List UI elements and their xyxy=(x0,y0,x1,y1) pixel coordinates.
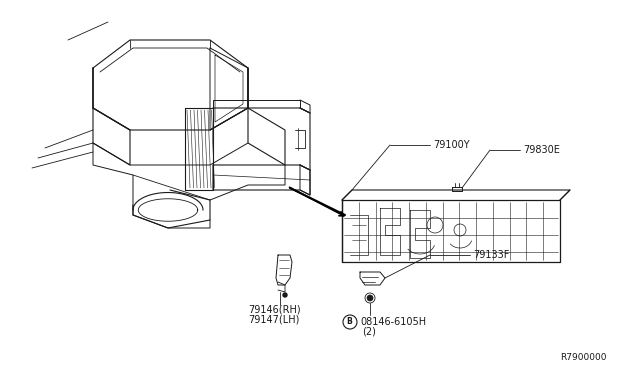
Text: 79146(RH): 79146(RH) xyxy=(248,305,301,315)
Text: R7900000: R7900000 xyxy=(560,353,607,362)
Text: 79830E: 79830E xyxy=(523,145,560,155)
Text: 79100Y: 79100Y xyxy=(433,140,470,150)
Text: B: B xyxy=(346,317,352,327)
Text: 79147(LH): 79147(LH) xyxy=(248,315,300,325)
Circle shape xyxy=(283,293,287,297)
Text: 79133F: 79133F xyxy=(473,250,509,260)
Text: 08146-6105H: 08146-6105H xyxy=(360,317,426,327)
Text: (2): (2) xyxy=(362,327,376,337)
Circle shape xyxy=(367,295,373,301)
